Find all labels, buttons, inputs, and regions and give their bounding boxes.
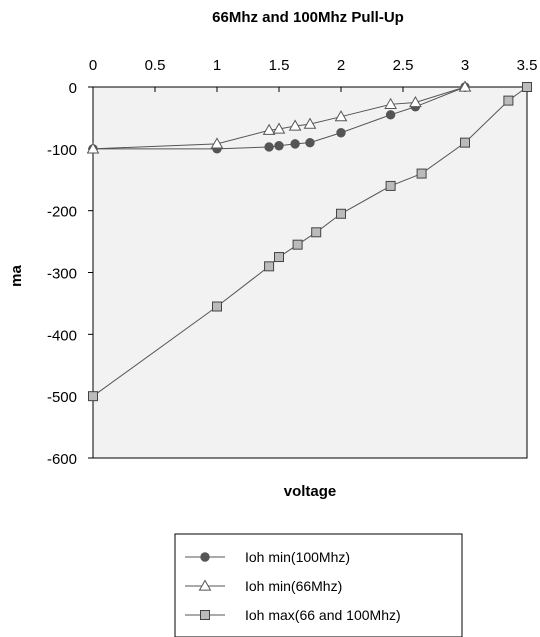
- data-point: [212, 301, 222, 312]
- legend: Ioh min(100Mhz) Ioh min(66Mhz) Ioh max(66 …: [174, 533, 463, 637]
- data-point: [311, 227, 322, 238]
- series-square: [88, 82, 532, 402]
- data-point: [288, 119, 302, 131]
- legend-marker-circle: [200, 552, 210, 562]
- y-tick-label: -400: [47, 327, 77, 344]
- x-tick-label: 2: [337, 57, 345, 74]
- data-point: [264, 261, 275, 272]
- chart-title: 66Mhz and 100Mhz Pull-Up: [212, 9, 404, 26]
- x-axis-label: voltage: [284, 483, 337, 500]
- data-point: [522, 82, 532, 92]
- y-tick-label: 0: [69, 80, 77, 97]
- data-point: [385, 110, 396, 120]
- legend-marker-square: [200, 610, 210, 620]
- series-triangle: [86, 80, 472, 154]
- x-tick-label: 1: [213, 57, 221, 74]
- data-point: [290, 139, 300, 149]
- data-point: [264, 142, 274, 152]
- y-tick-label: -200: [47, 204, 77, 221]
- y-axis-label: ma: [8, 265, 25, 287]
- legend-label: Ioh max(66 and 100Mhz): [245, 607, 401, 623]
- x-tick-label: 3.5: [517, 57, 538, 74]
- data-point: [303, 117, 317, 129]
- data-point: [385, 180, 396, 191]
- data-point: [86, 142, 100, 154]
- y-tick-label: -600: [47, 451, 77, 468]
- data-point: [416, 168, 427, 179]
- y-axis: 0 -100 -200 -300 -400 -500 -600: [47, 80, 93, 468]
- x-tick-label: 3: [461, 57, 469, 74]
- data-point: [210, 137, 224, 149]
- series-line: [92, 86, 528, 397]
- data-point: [409, 95, 422, 108]
- data-point: [272, 122, 286, 134]
- series-line: [93, 86, 466, 150]
- series-layer: [86, 80, 532, 402]
- data-point: [503, 95, 514, 106]
- y-tick-label: -300: [47, 266, 77, 283]
- x-tick-label: 0.5: [145, 57, 166, 74]
- data-point: [88, 391, 98, 402]
- x-axis: 0 0.5 1 1.5 2 2.5 3 3.5: [89, 57, 538, 92]
- data-point: [384, 97, 397, 109]
- x-tick-label: 2.5: [393, 57, 414, 74]
- data-point: [305, 137, 315, 148]
- data-point: [274, 252, 284, 263]
- series-line: [92, 86, 466, 150]
- y-tick-label: -500: [47, 389, 77, 406]
- legend-label: Ioh min(100Mhz): [245, 549, 350, 565]
- data-point: [458, 80, 472, 92]
- data-point: [336, 208, 346, 219]
- data-point: [460, 137, 470, 148]
- x-tick-label: 1.5: [269, 57, 290, 74]
- data-point: [292, 239, 303, 250]
- legend-marker-triangle: [198, 579, 212, 591]
- data-point: [274, 141, 284, 151]
- data-point: [262, 123, 276, 135]
- data-point: [334, 110, 348, 122]
- y-tick-label: -100: [47, 142, 77, 159]
- data-point: [336, 128, 346, 138]
- legend-label: Ioh min(66Mhz): [245, 578, 342, 594]
- x-tick-label: 0: [89, 57, 97, 74]
